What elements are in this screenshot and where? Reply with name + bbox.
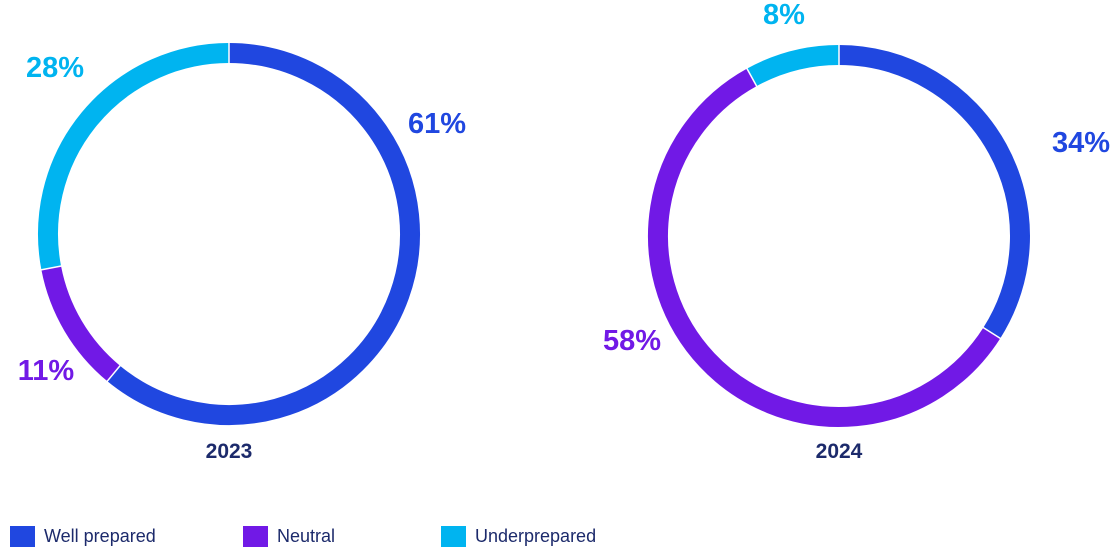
donut-slice-2023-well-prepared: [107, 43, 420, 425]
donut-slice-2023-neutral: [41, 265, 121, 382]
pct-label-2024-well-prepared: 34%: [1052, 127, 1110, 159]
pct-label-2023-underprepared: 28%: [26, 52, 84, 84]
legend-swatch-well-prepared: [10, 525, 35, 547]
legend-label-underprepared: Underprepared: [475, 525, 597, 546]
slice-separator: [982, 326, 1002, 340]
donut-slice-2024-neutral: [648, 68, 1001, 427]
pct-label-2024-neutral: 58%: [603, 325, 661, 357]
donut-slice-2024-underprepared: [746, 45, 840, 87]
pct-label-2023-neutral: 11%: [18, 355, 75, 387]
pct-label-2023-well-prepared: 61%: [408, 108, 466, 140]
chart-title-2023: 2023: [206, 440, 253, 463]
chart-title-2024: 2024: [816, 440, 863, 463]
donut-chart-2023: 61% 11% 28% 2023: [18, 42, 466, 463]
legend-item-neutral: Neutral: [243, 525, 335, 547]
legend-item-well-prepared: Well prepared: [10, 525, 156, 547]
slice-separator: [40, 265, 63, 271]
slice-separator: [106, 364, 122, 383]
donut-slice-2024-well-prepared: [838, 45, 1030, 339]
legend-item-underprepared: Underprepared: [441, 525, 596, 547]
legend-swatch-neutral: [243, 525, 268, 547]
legend-label-neutral: Neutral: [277, 525, 336, 546]
donut-chart-2024: 34% 58% 8% 2024: [603, 0, 1110, 463]
legend-swatch-underprepared: [441, 525, 466, 547]
slice-separator: [745, 67, 758, 88]
pct-label-2024-underprepared: 8%: [763, 0, 805, 31]
donut-slice-2023-underprepared: [38, 43, 230, 270]
legend-label-well-prepared: Well prepared: [44, 525, 156, 546]
donut-charts: 61% 11% 28% 2023 34% 58% 8% 2024: [18, 0, 1110, 463]
legend: Well prepared Neutral Underprepared: [10, 525, 710, 547]
